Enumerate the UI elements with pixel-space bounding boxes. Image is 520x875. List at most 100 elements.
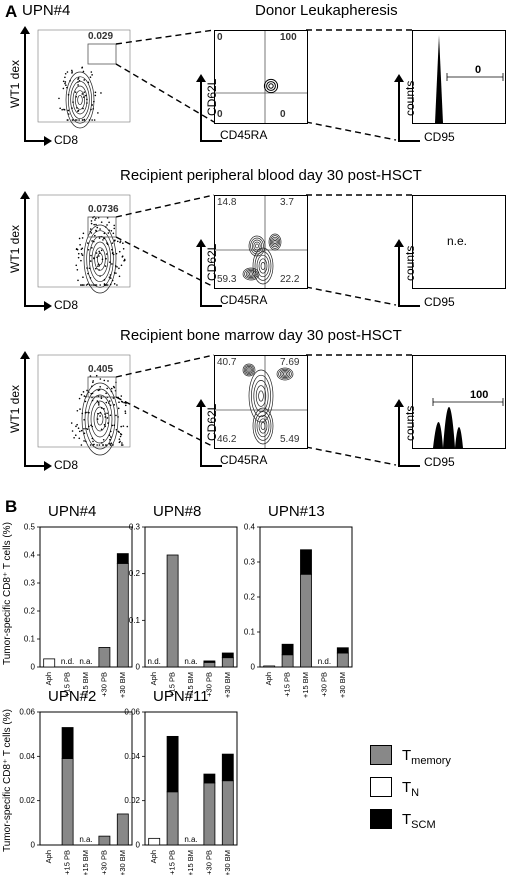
quad-y-arrow-icon-0	[196, 74, 206, 82]
y-tick-label-1-0: 0	[136, 663, 141, 672]
bar-1-3-0	[203, 661, 216, 668]
bar-4-3-2	[203, 773, 216, 784]
bar-4-1-0	[166, 791, 179, 846]
dot-plot-svg-0	[37, 29, 131, 129]
gate-value-2: 0.405	[88, 364, 114, 375]
hist-y-label-0: counts	[403, 80, 417, 116]
dot-x-axis-0	[24, 140, 46, 142]
bar-annotation-0-1: n.d.	[61, 657, 74, 666]
bar-1-4-0	[221, 657, 234, 668]
quadrant-plot-1	[214, 195, 308, 289]
bar-3-1-2	[61, 727, 74, 759]
x-tick-label-2-0: Aph	[264, 672, 273, 685]
bar-0-4-2	[116, 553, 129, 564]
bar-chart-1: 0 0.1 0.2 0.3 n.d. Aph +15 PB n.a. +15 BM +30 PB +…	[129, 523, 238, 698]
quadrant-plot-2	[214, 355, 308, 449]
dot-y-axis-2	[24, 355, 26, 467]
dot-plot-svg-2	[37, 354, 131, 456]
bar-0-0-1	[43, 658, 56, 668]
row-title-0: Donor Leukapheresis	[255, 2, 398, 19]
gate-value-0: 0.029	[88, 31, 114, 42]
legend-swatch-scm	[370, 809, 392, 829]
x-tick-label-4-0: Aph	[149, 850, 158, 863]
hist-x-axis-0	[398, 140, 420, 142]
bar-0-4-0	[116, 563, 129, 668]
row-title-1: Recipient peripheral blood day 30 post-H…	[120, 167, 422, 184]
bar-0-3-0	[98, 647, 111, 668]
quadrant-bl-value-0: 0	[217, 109, 223, 120]
dot-y-arrow-icon-2	[20, 351, 30, 359]
y-tick-label-3-3: 0.06	[19, 708, 35, 717]
bar-2-1-2	[281, 643, 294, 656]
quad-x-axis-1	[200, 305, 222, 307]
y-tick-label-0-5: 0.5	[24, 523, 36, 532]
x-tick-label-2-2: +15 BM	[301, 672, 310, 698]
y-tick-label-4-0: 0	[136, 841, 141, 850]
quadrant-svg-2	[215, 356, 307, 448]
legend-label-memory: Tmemory	[402, 747, 451, 767]
quad-y-label-1: CD62L	[205, 243, 219, 281]
quad-y-arrow-icon-2	[196, 399, 206, 407]
bar-4-0-1	[148, 837, 161, 846]
hist-x-label-1: CD95	[424, 295, 455, 309]
dot-x-arrow-icon-1	[44, 301, 52, 311]
dot-x-label-0: CD8	[54, 133, 79, 147]
x-tick-label-4-4: +30 BM	[223, 850, 232, 875]
x-tick-label-4-2: +15 BM	[186, 850, 195, 875]
y-tick-label-1-3: 0.3	[129, 523, 141, 532]
legend-label-naive: TN	[402, 779, 420, 799]
bar-annotation-0-2: n.a.	[79, 657, 92, 666]
x-tick-label-0-4: +30 BM	[118, 672, 127, 698]
quadrant-tl-value-1: 14.8	[217, 197, 237, 208]
bar-chart-title-3: UPN#2	[48, 688, 97, 705]
quad-y-label-2: CD62L	[205, 403, 219, 441]
x-tick-label-1-3: +30 PB	[204, 672, 213, 697]
bar-4-1-2	[166, 735, 179, 793]
bar-2-2-2	[300, 549, 312, 575]
x-tick-label-1-0: Aph	[149, 672, 158, 685]
quad-y-axis-1	[200, 243, 202, 305]
quadrant-tr-value-1: 3.7	[280, 197, 294, 208]
bar-chart-4: 0 0.02 0.04 0.06 Aph +15 PB n.a. +15 BM +30 PB +3…	[124, 708, 238, 875]
quadrant-br-value-2: 5.49	[280, 434, 300, 445]
dot-y-arrow-icon-0	[20, 26, 30, 34]
y-tick-label-0-0: 0	[31, 663, 36, 672]
bar-chart-0: 0 0.1 0.2 0.3 0.4 0.5 Aph n.d. +15 PB n.a. +15 BM +…	[24, 523, 133, 698]
bar-4-4-0	[221, 780, 234, 846]
dot-y-axis-0	[24, 30, 26, 142]
y-tick-label-0-1: 0.1	[24, 635, 36, 644]
quad-y-axis-2	[200, 403, 202, 465]
dot-plot-0	[37, 29, 131, 129]
histogram-value-0: 0	[475, 64, 482, 76]
x-tick-label-0-0: Aph	[44, 672, 53, 685]
x-tick-label-1-1: +15 PB	[168, 672, 177, 697]
hist-y-arrow-icon-0	[394, 74, 404, 82]
dot-x-axis-2	[24, 465, 46, 467]
y-tick-label-3-2: 0.04	[19, 752, 35, 761]
quad-x-axis-0	[200, 140, 222, 142]
hist-y-label-2: counts	[403, 405, 417, 441]
quad-x-label-0: CD45RA	[220, 128, 268, 142]
gate-value-1: 0.0736	[88, 204, 119, 215]
y-tick-label-0-3: 0.3	[24, 579, 36, 588]
bar-3-1-0	[61, 758, 74, 846]
bar-2-2-0	[300, 573, 312, 668]
hist-x-axis-1	[398, 305, 420, 307]
bar-1-1-0	[166, 554, 179, 668]
panel-b-ylabel-bottom: Tumor-specific CD8⁺ T cells (%)	[2, 709, 13, 852]
bar-4-4-2	[221, 753, 234, 782]
hist-y-axis-0	[398, 78, 400, 140]
y-tick-label-2-3: 0.3	[244, 558, 256, 567]
hist-y-axis-1	[398, 243, 400, 305]
bar-2-0-1	[263, 665, 276, 668]
quad-x-label-1: CD45RA	[220, 293, 268, 307]
histogram-svg-0	[435, 35, 504, 123]
quad-y-arrow-icon-1	[196, 239, 206, 247]
quadrant-svg-1	[215, 196, 307, 288]
dot-x-axis-1	[24, 305, 46, 307]
y-tick-label-2-2: 0.2	[244, 593, 256, 602]
x-tick-label-3-0: Aph	[44, 850, 53, 863]
y-tick-label-4-3: 0.06	[124, 708, 140, 717]
bar-chart-3: 0 0.02 0.04 0.06 Aph +15 PB n.a. +15 BM +30 PB +3…	[19, 708, 133, 875]
hist-y-arrow-icon-1	[394, 239, 404, 247]
